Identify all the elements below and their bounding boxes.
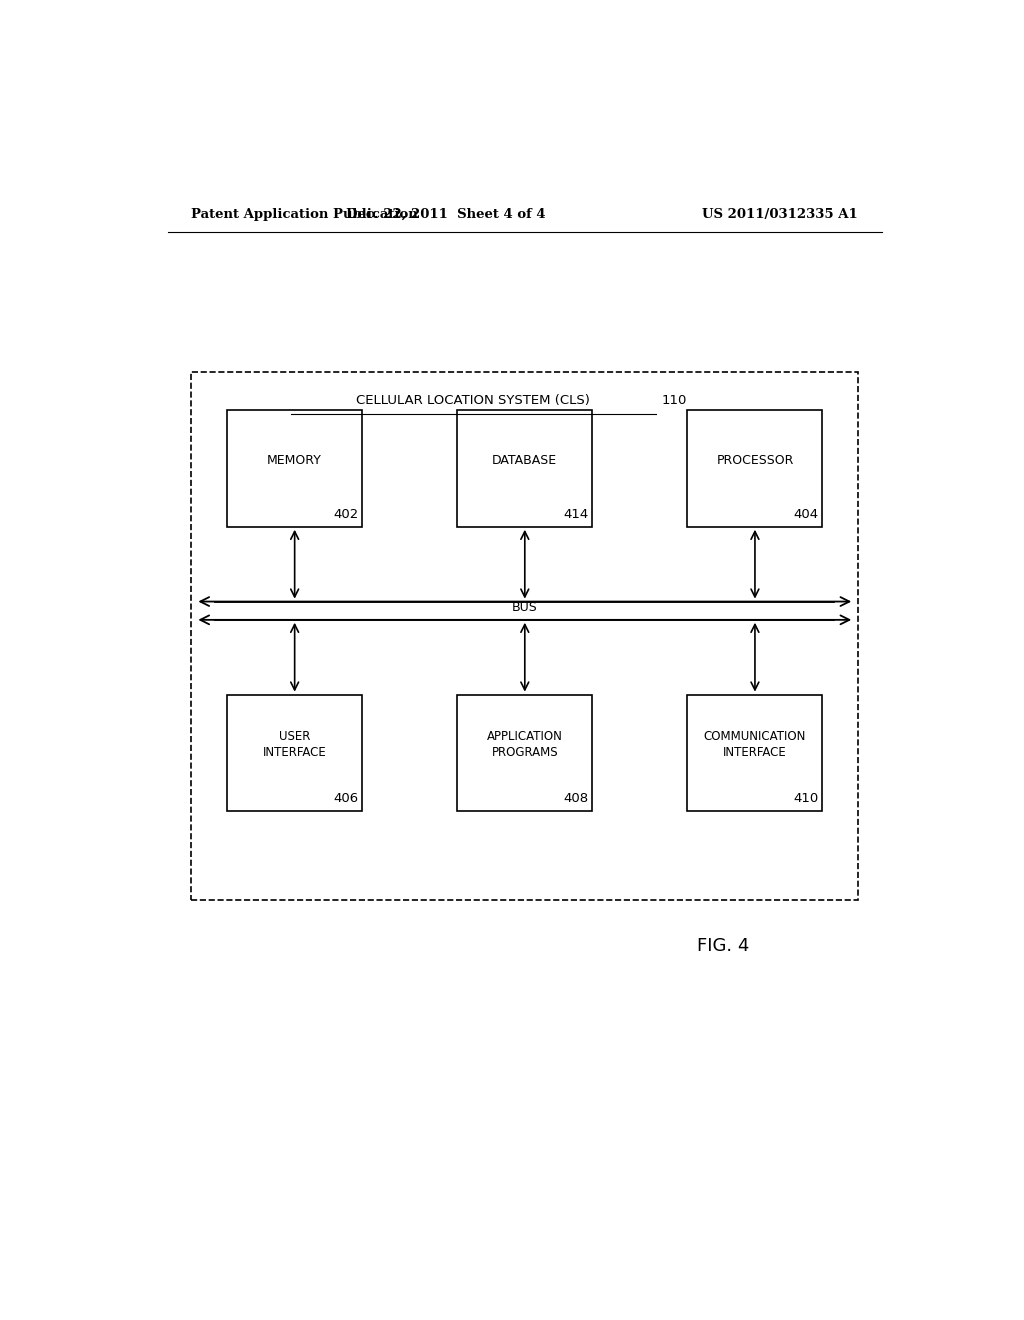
Text: 404: 404 [794,508,818,521]
Text: US 2011/0312335 A1: US 2011/0312335 A1 [702,207,858,220]
Text: FIG. 4: FIG. 4 [697,937,750,956]
Text: COMMUNICATION
INTERFACE: COMMUNICATION INTERFACE [703,730,806,759]
Bar [227,411,362,527]
Text: 414: 414 [563,508,588,521]
Bar [191,372,858,900]
Bar [687,411,822,527]
Bar [458,411,592,527]
Text: BUS: BUS [512,601,538,614]
Text: 402: 402 [333,508,358,521]
Text: MEMORY: MEMORY [267,454,323,467]
Bar [687,694,822,812]
Text: 110: 110 [662,393,687,407]
Text: PROCESSOR: PROCESSOR [716,454,794,467]
Bar [227,694,362,812]
Text: 406: 406 [333,792,358,805]
Bar [458,694,592,812]
Text: USER
INTERFACE: USER INTERFACE [263,730,327,759]
Text: Patent Application Publication: Patent Application Publication [191,207,418,220]
Text: DATABASE: DATABASE [493,454,557,467]
Bar [215,602,835,620]
Text: Dec. 22, 2011  Sheet 4 of 4: Dec. 22, 2011 Sheet 4 of 4 [346,207,545,220]
Text: APPLICATION
PROGRAMS: APPLICATION PROGRAMS [486,730,563,759]
Text: 408: 408 [563,792,588,805]
Text: 410: 410 [794,792,818,805]
Text: CELLULAR LOCATION SYSTEM (CLS): CELLULAR LOCATION SYSTEM (CLS) [356,393,590,407]
